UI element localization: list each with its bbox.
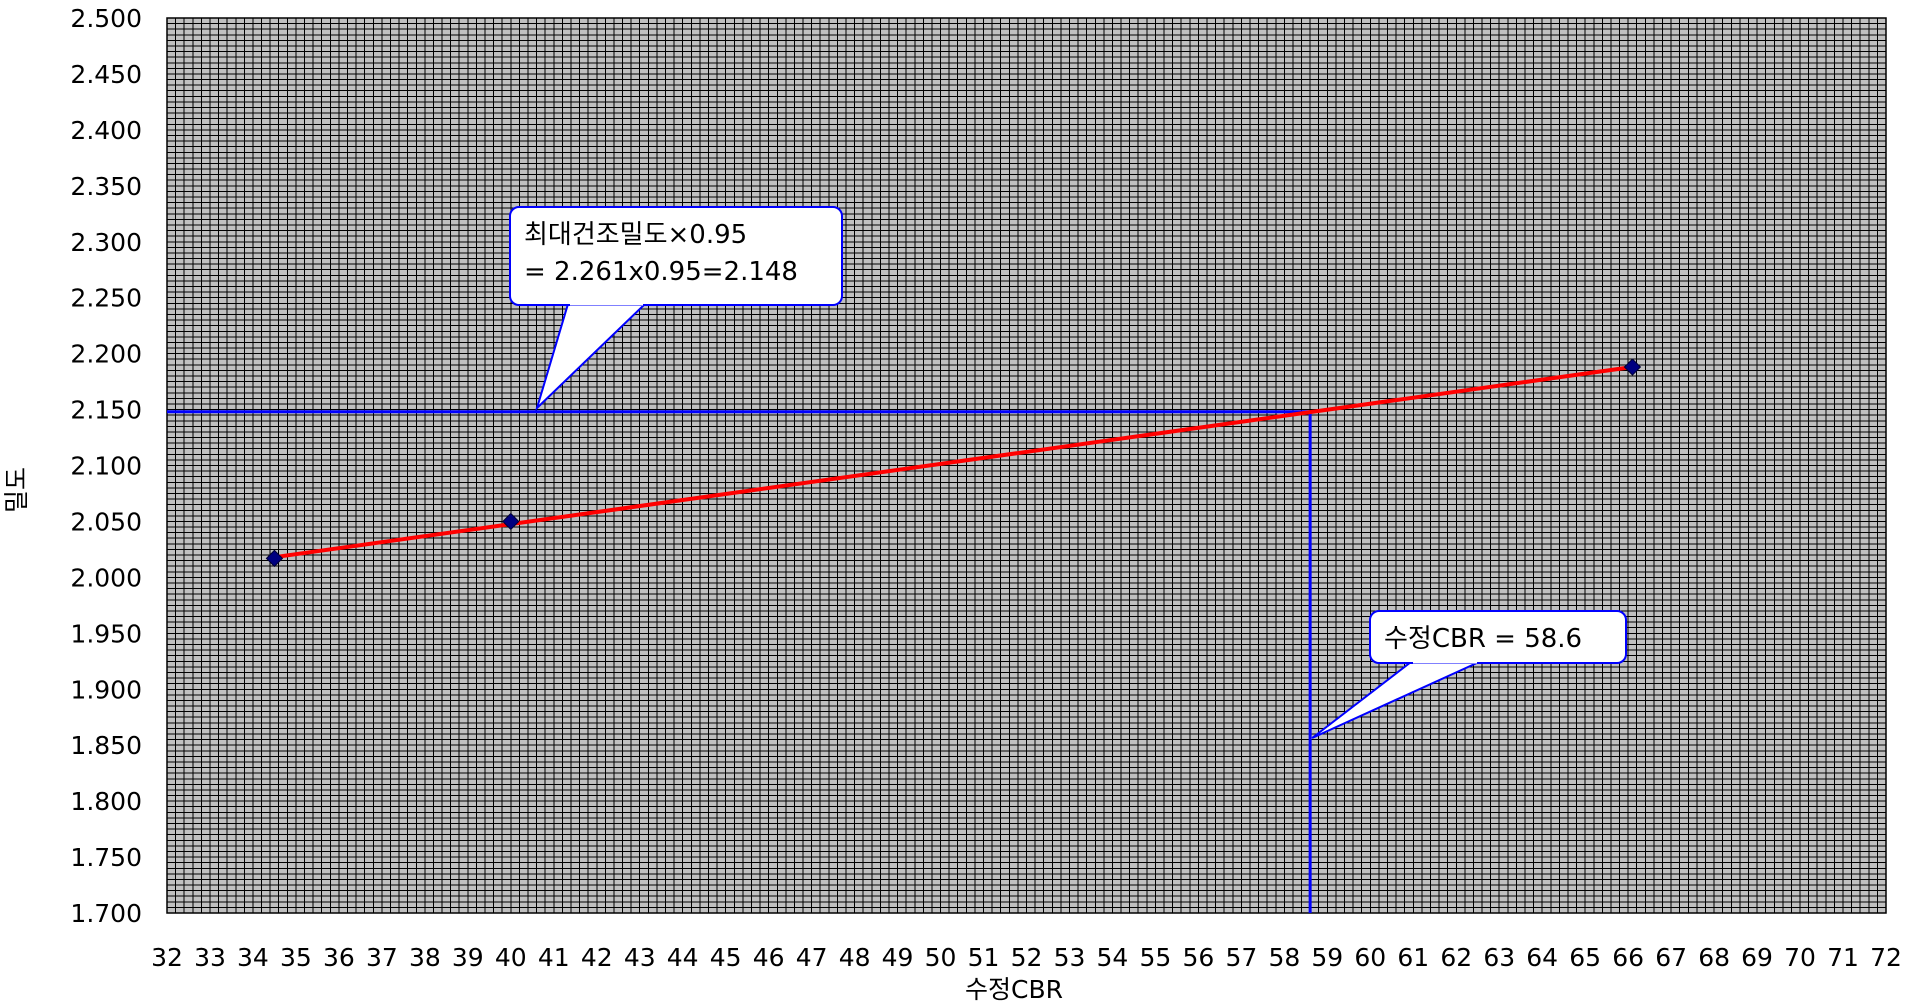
- data-point: [502, 512, 520, 531]
- y-tick-label: 2.450: [70, 60, 142, 89]
- x-tick-label: 55: [1140, 943, 1172, 972]
- max-density-callout-box: [509, 206, 843, 306]
- x-tick-label: 36: [323, 943, 355, 972]
- fit-line: [274, 365, 1633, 560]
- x-tick-label: 68: [1698, 943, 1730, 972]
- x-tick-label: 58: [1268, 943, 1300, 972]
- plot-border: [166, 17, 1887, 914]
- max-density-callout-text: 최대건조밀도×0.95: [524, 220, 747, 250]
- y-axis-ticks: 1.700 1.750 1.800 1.850 1.900 1.950 2.000 2.050…: [70, 4, 142, 928]
- y-tick-label: 2.350: [70, 172, 142, 201]
- data-points: [265, 358, 1642, 568]
- max-density-callout: 최대건조밀도×0.95 = 2.261x0.95=2.148: [509, 206, 843, 412]
- x-axis-title: 수정CBR: [965, 975, 1063, 1003]
- data-point: [1623, 358, 1642, 376]
- x-tick-label: 33: [194, 943, 226, 972]
- data-point: [265, 549, 284, 568]
- y-tick-label: 1.750: [70, 843, 142, 872]
- x-tick-label: 37: [366, 943, 398, 972]
- x-tick-label: 41: [538, 943, 570, 972]
- x-tick-label: 53: [1054, 943, 1086, 972]
- x-tick-label: 51: [968, 943, 1000, 972]
- x-tick-label: 70: [1784, 943, 1816, 972]
- x-tick-label: 66: [1612, 943, 1644, 972]
- x-tick-label: 45: [710, 943, 742, 972]
- x-tick-label: 32: [151, 943, 183, 972]
- y-tick-label: 1.900: [70, 675, 142, 704]
- x-tick-label: 46: [753, 943, 785, 972]
- x-tick-label: 40: [495, 943, 527, 972]
- y-axis-title: 밀도: [2, 467, 31, 513]
- corrected-cbr-callout: 수정CBR = 58.6: [1311, 610, 1627, 739]
- x-tick-label: 35: [280, 943, 312, 972]
- x-tick-label: 34: [237, 943, 269, 972]
- reference-lines: [167, 410, 1312, 913]
- x-tick-label: 50: [925, 943, 957, 972]
- x-tick-label: 54: [1097, 943, 1129, 972]
- y-tick-label: 1.700: [70, 899, 142, 928]
- x-tick-label: 72: [1870, 943, 1902, 972]
- corrected-cbr-callout-text: 수정CBR = 58.6: [1384, 624, 1582, 654]
- x-tick-label: 62: [1440, 943, 1472, 972]
- x-tick-label: 59: [1311, 943, 1343, 972]
- x-tick-label: 64: [1526, 943, 1558, 972]
- x-tick-label: 39: [452, 943, 484, 972]
- x-tick-label: 38: [409, 943, 441, 972]
- fit-line-layer: [274, 365, 1633, 560]
- x-tick-label: 63: [1483, 943, 1515, 972]
- x-tick-label: 44: [667, 943, 699, 972]
- x-tick-label: 65: [1569, 943, 1601, 972]
- x-tick-label: 61: [1397, 943, 1429, 972]
- y-tick-label: 2.300: [70, 228, 142, 257]
- y-tick-label: 1.950: [70, 619, 142, 648]
- y-tick-label: 2.150: [70, 396, 142, 425]
- x-tick-label: 43: [624, 943, 656, 972]
- x-tick-label: 47: [796, 943, 828, 972]
- x-tick-label: 71: [1827, 943, 1859, 972]
- x-tick-label: 56: [1182, 943, 1214, 972]
- grid-lines: [166, 17, 1887, 914]
- x-tick-label: 52: [1011, 943, 1043, 972]
- y-tick-label: 2.000: [70, 563, 142, 592]
- x-tick-label: 42: [581, 943, 613, 972]
- x-tick-label: 60: [1354, 943, 1386, 972]
- y-tick-label: 1.800: [70, 787, 142, 816]
- callouts: 최대건조밀도×0.95 = 2.261x0.95=2.148 수정CBR = 58.…: [509, 206, 1627, 739]
- x-tick-label: 69: [1741, 943, 1773, 972]
- y-tick-label: 2.500: [70, 4, 142, 33]
- x-tick-label: 67: [1655, 943, 1687, 972]
- x-tick-label: 48: [839, 943, 871, 972]
- grid: [166, 17, 1887, 914]
- y-tick-label: 2.050: [70, 507, 142, 536]
- y-tick-label: 2.400: [70, 116, 142, 145]
- x-axis-ticks: 32 33 34 35 36 37 38 39 40 41 42 43 44 45 46 47 48 49 50 51…: [151, 943, 1902, 972]
- y-tick-label: 1.850: [70, 731, 142, 760]
- max-density-callout-text: = 2.261x0.95=2.148: [524, 257, 798, 287]
- corrected-cbr-callout-box: [1369, 610, 1627, 664]
- x-tick-label: 57: [1225, 943, 1257, 972]
- y-tick-label: 2.250: [70, 284, 142, 313]
- y-tick-label: 2.200: [70, 340, 142, 369]
- x-tick-label: 49: [882, 943, 914, 972]
- y-tick-label: 2.100: [70, 452, 142, 481]
